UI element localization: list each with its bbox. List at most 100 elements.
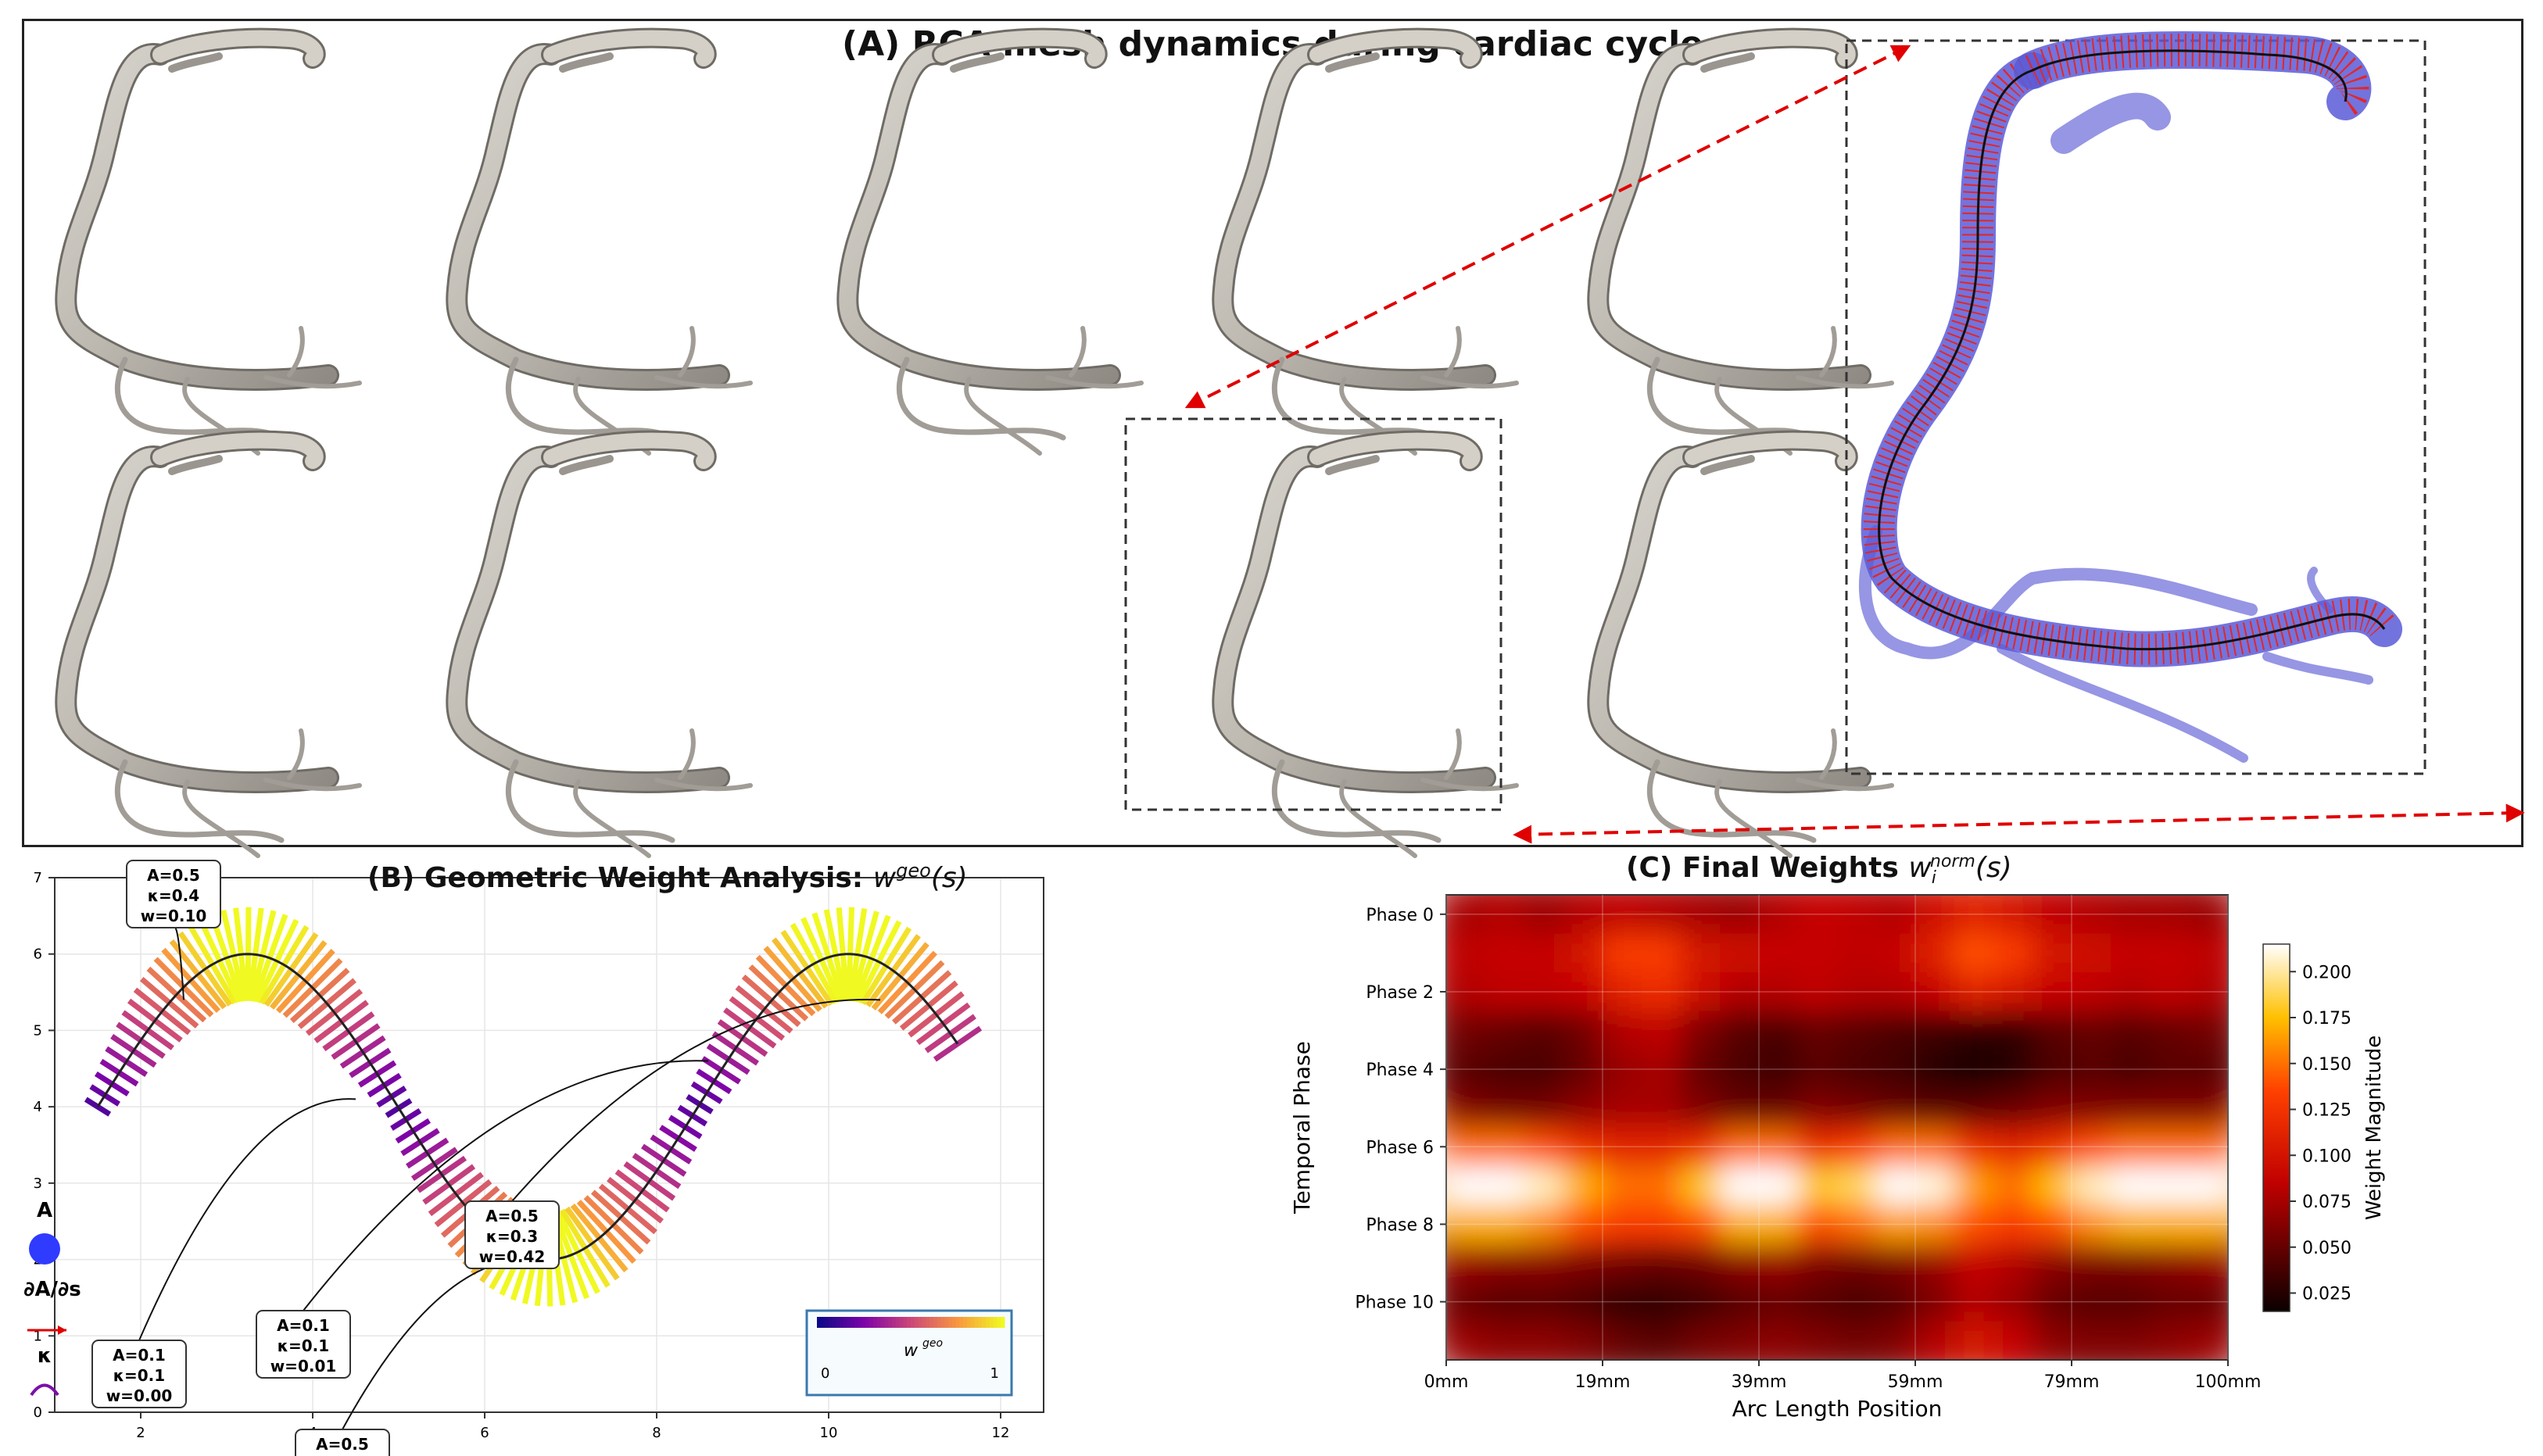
heatmap-cell-core <box>1720 1282 1760 1322</box>
heatmap-cell-core <box>1720 1204 1760 1244</box>
panel-b-title: (B) Geometric Weight Analysis: wgeo(s) <box>367 860 968 894</box>
heatmap-cell-core <box>1876 1050 1916 1089</box>
heatmap-cell-core <box>1446 1166 1486 1206</box>
heatmap-cell-core <box>1993 1204 2033 1244</box>
heatmap-cell-core <box>1563 895 1603 935</box>
heatmap-cell-core <box>1993 1127 2033 1167</box>
heatmap-cell-core <box>2189 1011 2228 1050</box>
heatmap-cell-core <box>1993 972 2033 1012</box>
heatmap-cell-core <box>1603 1166 1642 1206</box>
heatmap-cell-core <box>1485 1166 1525 1206</box>
colorbar-step <box>888 1317 893 1328</box>
heatmap-cell-core <box>1681 1321 1721 1360</box>
heatmap-cell-core <box>1837 895 1877 935</box>
heatmap-cell-core <box>1993 1282 2033 1322</box>
heatmap-cell-core <box>1681 933 1721 973</box>
heatmap-cell-core <box>1876 1166 1916 1206</box>
heatmap-cell-core <box>2111 933 2151 973</box>
colorbar-step <box>865 1317 870 1328</box>
colorbar-step <box>884 1317 889 1328</box>
heatmap-cell-core <box>1876 933 1916 973</box>
colorbar <box>2262 943 2290 1312</box>
heatmap-cell-core <box>2072 972 2111 1012</box>
colorbar-step <box>978 1317 983 1328</box>
heatmap-cell-core <box>1954 1127 1994 1167</box>
heatmap-cell-core <box>1446 1011 1486 1050</box>
colorbar-tick-label: 0.125 <box>2302 1101 2351 1121</box>
heatmap-cell-core <box>2111 1050 2151 1089</box>
colorbar-step <box>817 1317 822 1328</box>
y-tick-label: Phase 0 <box>1366 906 1434 925</box>
highlight-box <box>1124 417 1503 811</box>
heatmap-cell-core <box>2189 1050 2228 1089</box>
legend-kappa-label: κ <box>38 1344 52 1368</box>
heatmap-cell-core <box>1446 1088 1486 1128</box>
heatmap-cell-core <box>1915 1050 1955 1089</box>
heatmap-cell-core <box>2189 1088 2228 1128</box>
heatmap-cell-core <box>1681 1282 1721 1322</box>
heatmap-cell-core <box>1759 1166 1799 1206</box>
annotation-text: κ=0.1 <box>278 1336 329 1355</box>
heatmap-cell-core <box>1563 972 1603 1012</box>
heatmap-cell-core <box>2111 1011 2151 1050</box>
colorbar-step <box>963 1317 968 1328</box>
heatmap-cell-core <box>2189 895 2228 935</box>
heatmap-cell-core <box>1759 1204 1799 1244</box>
colorbar-step <box>861 1317 866 1328</box>
heatmap-cell-core <box>2072 1127 2111 1167</box>
heatmap-cell-core <box>1642 972 1682 1012</box>
heatmap-cell-core <box>1759 1282 1799 1322</box>
colorbar-step <box>836 1317 840 1328</box>
heatmap-cell-core <box>1563 933 1603 973</box>
heatmap-cell-core <box>1876 1011 1916 1050</box>
colorbar-step <box>993 1317 998 1328</box>
annotation-text: κ=0.3 <box>486 1227 538 1246</box>
heatmap-cell-core <box>2189 1243 2228 1283</box>
heatmap-cell-core <box>1446 1243 1486 1283</box>
x-tick-label: 8 <box>652 1425 661 1441</box>
zoomed-vessel <box>1858 31 2402 763</box>
heatmap-cell-core <box>1954 1050 1994 1089</box>
heatmap-cell-core <box>1446 933 1486 973</box>
vessel-frame <box>1598 441 1892 856</box>
heatmap-cell-core <box>1446 972 1486 1012</box>
arrow-top <box>1184 45 1911 409</box>
heatmap-cell-core <box>1837 1204 1877 1244</box>
heatmap-cell-core <box>1681 1088 1721 1128</box>
heatmap-cell-core <box>2072 1204 2111 1244</box>
heatmap-cell-core <box>2150 933 2190 973</box>
colorbar-step <box>933 1317 937 1328</box>
heatmap-cell-core <box>1485 1088 1525 1128</box>
y-tick-label: Phase 6 <box>1366 1138 1434 1157</box>
colorbar-step <box>851 1317 855 1328</box>
heatmap-cell-core <box>1446 1204 1486 1244</box>
heatmap-cell-core <box>1563 1011 1603 1050</box>
heatmap-cell-core <box>1603 972 1642 1012</box>
heatmap-cell-core <box>1720 1243 1760 1283</box>
heatmap-cell-core <box>1759 972 1799 1012</box>
colorbar-tick-label: 0.025 <box>2302 1285 2351 1304</box>
colorbar-step <box>876 1317 881 1328</box>
heatmap-cell-core <box>2150 895 2190 935</box>
heatmap-cell-core <box>2033 1050 2072 1089</box>
heatmap-cell-core <box>1954 1321 1994 1360</box>
heatmap-cell-core <box>1563 1243 1603 1283</box>
y-tick-label: 0 <box>34 1404 42 1421</box>
heatmap-cell-core <box>1915 1166 1955 1206</box>
heatmap-cell-core <box>1954 1166 1994 1206</box>
colorbar-step <box>828 1317 833 1328</box>
heatmap-cell-core <box>1798 1243 1838 1283</box>
heatmap-cell-core <box>1603 1011 1642 1050</box>
colorbar-tick-label: 0.200 <box>2302 963 2351 982</box>
heatmap-cell-core <box>1720 1166 1760 1206</box>
heatmap-cell-core <box>1837 1243 1877 1283</box>
heatmap-cell-core <box>1915 1321 1955 1360</box>
heatmap-cell-core <box>1524 1050 1564 1089</box>
heatmap-cell-core <box>1720 1127 1760 1167</box>
heatmap-cell-core <box>1485 1321 1525 1360</box>
annotation-text: w=0.01 <box>270 1357 337 1376</box>
heatmap-cell-core <box>1954 1204 1994 1244</box>
vessel-frame <box>1223 441 1517 856</box>
heatmap-cell-core <box>2072 1050 2111 1089</box>
weight-bar <box>84 1096 112 1117</box>
